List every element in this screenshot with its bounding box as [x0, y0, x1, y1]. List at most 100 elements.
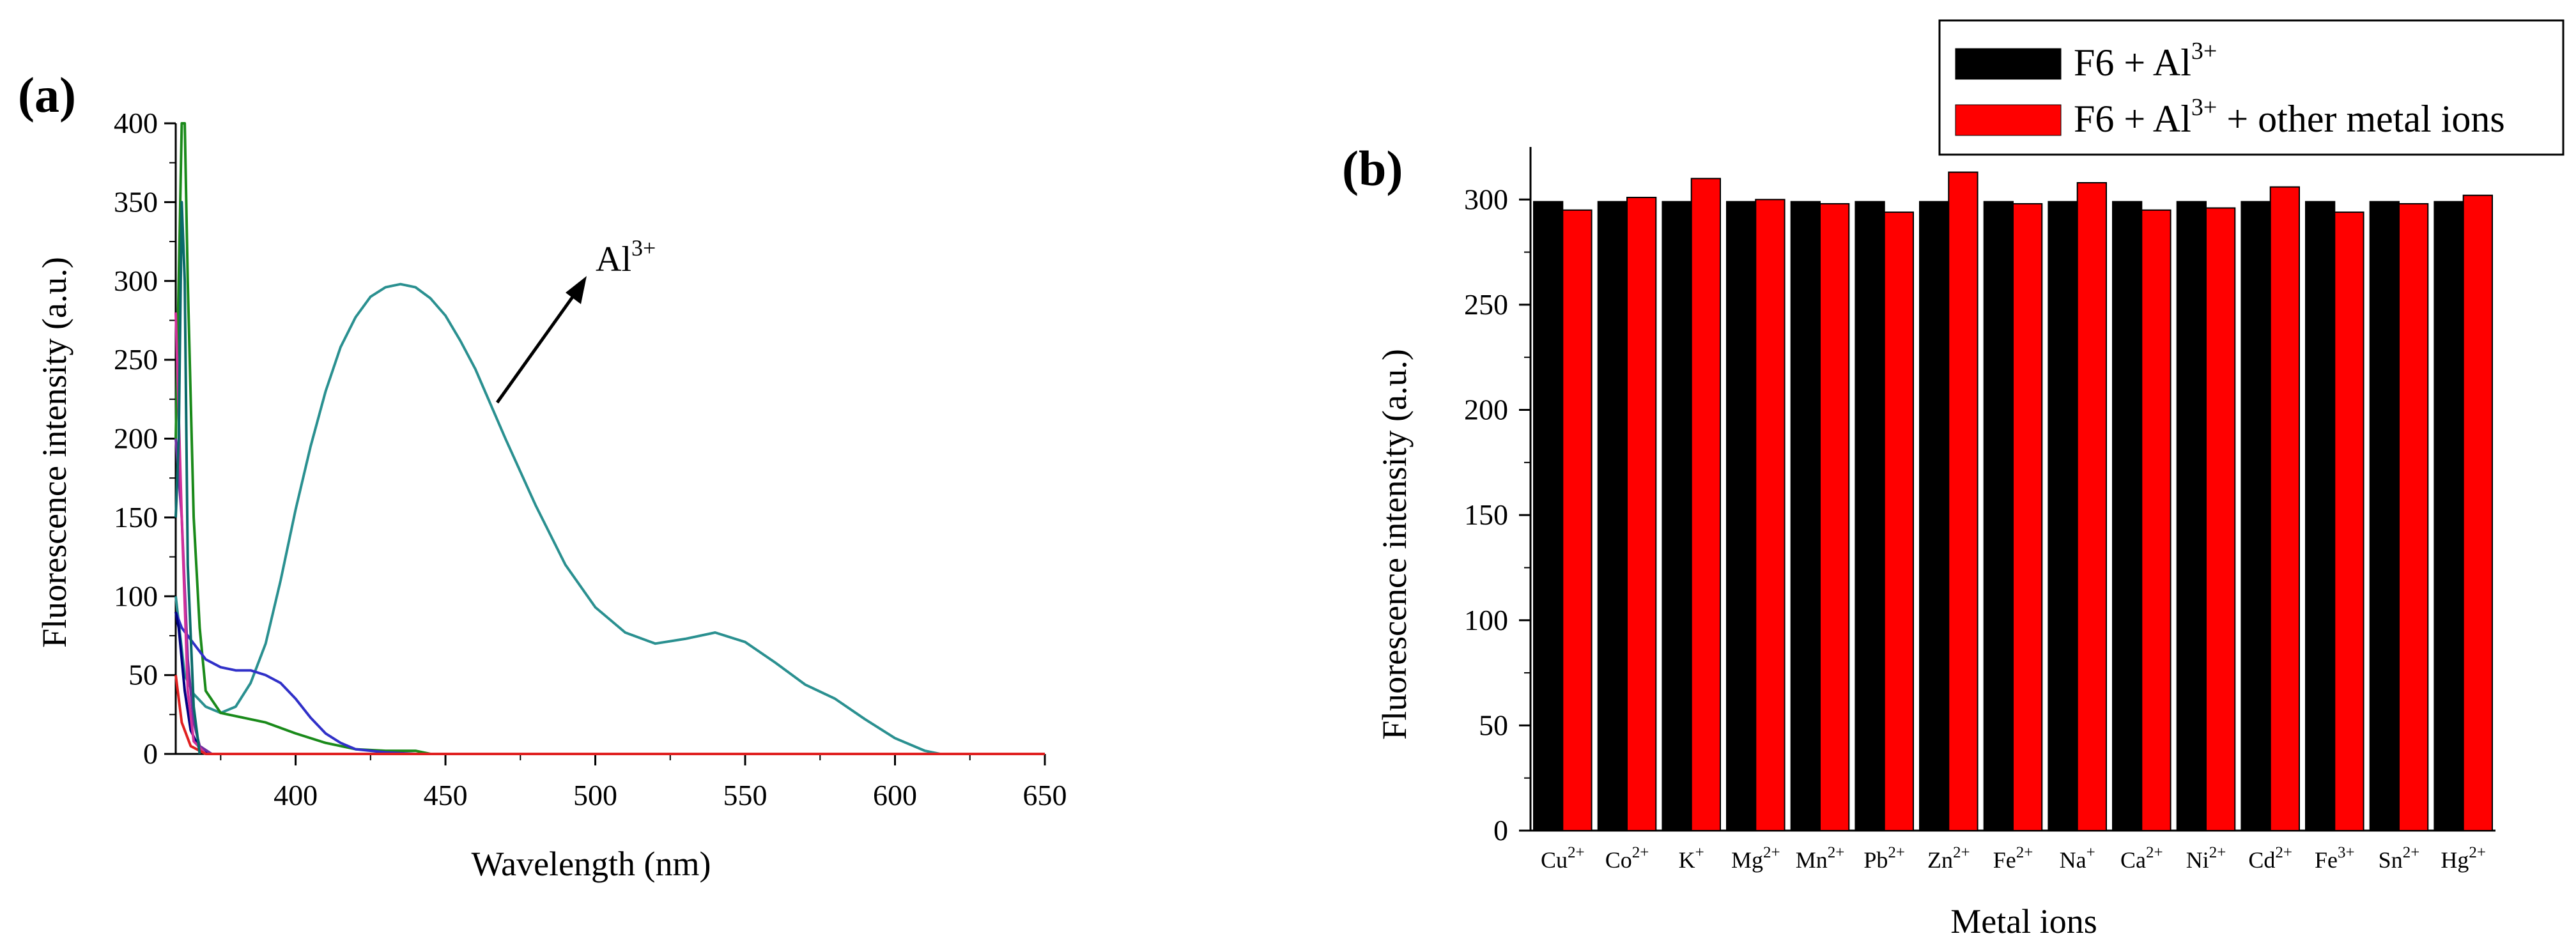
panel-b-y-tick-label: 200	[1464, 394, 1508, 426]
panel-b-legend: F6 + Al3+ F6 + Al3+ + other metal ions	[1938, 19, 2564, 156]
bar-cd-series-2	[2269, 186, 2300, 832]
panel-b-y-tick-label: 50	[1479, 709, 1508, 741]
bar-sn-series-1	[2369, 201, 2400, 832]
category-base: Fe	[1993, 847, 2016, 873]
category-base: Hg	[2441, 847, 2469, 873]
panel-a-x-tick-label: 400	[274, 779, 318, 811]
bar-k-series-1	[1662, 201, 1692, 832]
category-label-pb: Pb2+	[1863, 844, 1905, 873]
panel-a-x-tick-label: 550	[723, 779, 767, 811]
panel-a-y-tick-label: 250	[114, 343, 158, 376]
bar-fe-series-2	[2334, 211, 2364, 832]
bar-co-series-2	[1626, 197, 1657, 831]
bar-mn-series-1	[1790, 201, 1821, 832]
category-label-ca: Ca2+	[2120, 844, 2163, 873]
panel-a-y-tick-label: 0	[143, 737, 158, 770]
panel-a-annotation: Al3+	[495, 235, 656, 404]
legend-swatch-red	[1955, 104, 2062, 136]
category-sup: 2+	[2016, 844, 2033, 861]
panel-a-y-tick-label: 50	[128, 659, 158, 691]
category-sup: 2+	[2146, 844, 2163, 861]
panel-b-category-labels: Cu2+ Co2+ K+ Mg2+ Mn2+ Pb2+ Zn2+ Fe2+ Na+ Ca2+ Ni2…	[1541, 844, 2486, 873]
panel-a-label: (a)	[18, 67, 76, 123]
category-sup: 2+	[1888, 844, 1905, 861]
category-label-mn: Mn2+	[1796, 844, 1845, 873]
category-sup: 2+	[1632, 844, 1649, 861]
bar-pb-series-2	[1883, 211, 1914, 832]
panel-b-y-axis-title: Fluorescence intensity (a.u.)	[1375, 349, 1414, 740]
category-base: Pb	[1863, 847, 1888, 873]
panel-a-y-tick-label: 300	[114, 265, 158, 297]
panel-a-series-line-7	[174, 675, 1045, 755]
al-annotation-label: Al3+	[596, 235, 656, 279]
panel-a-y-tick-label: 150	[114, 501, 158, 534]
bar-hg-series-1	[2433, 201, 2464, 832]
panel-b-label: (b)	[1342, 141, 1403, 196]
category-label-mg: Mg2+	[1731, 844, 1780, 873]
category-label-fe: Fe3+	[2315, 844, 2355, 873]
category-base: Mg	[1731, 847, 1763, 873]
panel-b-y-tick-label: 100	[1464, 604, 1508, 636]
panel-b-bars	[1533, 171, 2493, 832]
bar-k-series-2	[1690, 178, 1721, 831]
bar-fe-series-1	[1983, 201, 2014, 832]
category-base: K	[1679, 847, 1695, 873]
category-sup: 2+	[1828, 844, 1845, 861]
legend-2-sup: 3+	[2191, 94, 2217, 121]
bar-zn-series-2	[1948, 171, 1978, 831]
panel-a-x-axis-title: Wavelength (nm)	[471, 845, 711, 883]
legend-label-series-1: F6 + Al3+	[2074, 38, 2217, 84]
panel-a-x-tick-label: 500	[573, 779, 617, 811]
category-label-ni: Ni2+	[2186, 844, 2226, 873]
bar-ca-series-1	[2112, 201, 2143, 832]
bar-hg-series-2	[2462, 194, 2493, 831]
panel-b-y-tick-label: 250	[1464, 288, 1508, 321]
legend-label-series-2: F6 + Al3+ + other metal ions	[2074, 94, 2505, 140]
bar-co-series-1	[1597, 201, 1628, 832]
category-base: Co	[1605, 847, 1632, 873]
category-base: Ca	[2120, 847, 2146, 873]
panel-a-y-tick-label: 200	[114, 422, 158, 455]
category-sup: 2+	[1953, 844, 1970, 861]
panel-a-x-tick-label: 650	[1023, 779, 1067, 811]
category-base: Ni	[2186, 847, 2209, 873]
panel-b-x-axis-title: Metal ions	[1950, 902, 2097, 940]
panel-a-series-line-2	[174, 122, 431, 755]
category-sup: 2+	[2403, 844, 2420, 861]
al-annotation-sup: 3+	[631, 235, 656, 261]
panel-a-y-tick-label: 400	[114, 107, 158, 139]
category-label-zn: Zn2+	[1927, 844, 1970, 873]
panel-a-axes: 0 50 100 150 200 250 300 350 400 400 450 500 550 600 6…	[114, 107, 1067, 811]
category-sup: 2+	[2209, 844, 2226, 861]
bar-mn-series-2	[1819, 203, 1850, 831]
panel-a-y-tick-label: 100	[114, 580, 158, 612]
bar-na-series-1	[2048, 201, 2078, 832]
category-sup: +	[2086, 844, 2095, 861]
panel-a-series-line-6	[174, 312, 1045, 755]
legend-2-base: F6 + Al	[2074, 98, 2191, 140]
bar-fe-series-1	[2305, 201, 2336, 832]
panel-a-y-tick-label: 350	[114, 185, 158, 218]
bar-mg-series-1	[1726, 201, 1757, 832]
category-sup: 2+	[1763, 844, 1780, 861]
category-base: Fe	[2315, 847, 2338, 873]
bar-mg-series-2	[1755, 199, 1785, 831]
category-base: Cd	[2248, 847, 2275, 873]
category-sup: +	[1695, 844, 1704, 861]
bar-ni-series-1	[2176, 201, 2207, 832]
legend-1-base: F6 + Al	[2074, 42, 2191, 84]
panel-a-line-chart: (a) 0 50 100 150 200 250 300 350 400 400 450 500 550…	[18, 67, 1067, 883]
category-base: Cu	[1541, 847, 1568, 873]
category-sup: 3+	[2338, 844, 2355, 861]
bar-zn-series-1	[1919, 201, 1950, 832]
panel-b-y-tick-label: 0	[1493, 814, 1508, 847]
bar-cd-series-1	[2241, 201, 2271, 832]
bar-ca-series-2	[2141, 209, 2171, 831]
category-sup: 2+	[2275, 844, 2292, 861]
category-label-co: Co2+	[1605, 844, 1649, 873]
panel-a-x-tick-label: 450	[424, 779, 468, 811]
al-arrow-shaft	[495, 285, 582, 404]
panel-a-series	[174, 122, 1045, 755]
